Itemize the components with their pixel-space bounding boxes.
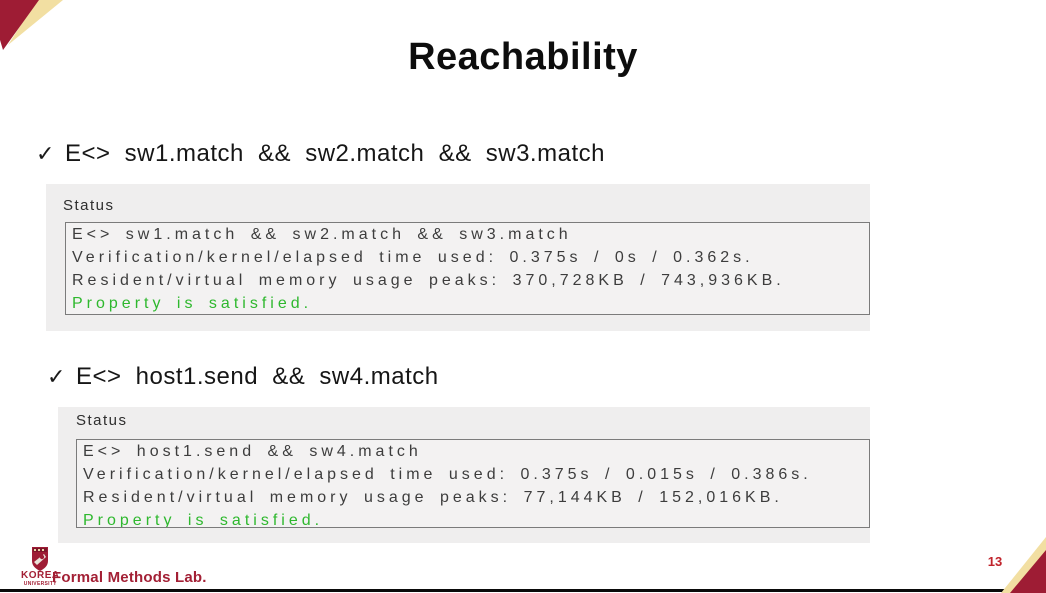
page-number: 13 xyxy=(987,554,1003,569)
status-panel-1: Status E<> sw1.match && sw2.match && sw3… xyxy=(46,184,870,331)
status-header: Status xyxy=(76,412,128,429)
status-output-box: E<> host1.send && sw4.match Verification… xyxy=(76,439,870,528)
bullet-label: E<> host1.send && sw4.match xyxy=(75,363,439,390)
status-output-box: E<> sw1.match && sw2.match && sw3.match … xyxy=(65,222,870,315)
logo-wordmark: KOREA UNIVERSITY xyxy=(21,571,60,587)
status-line-time: Verification/kernel/elapsed time used: 0… xyxy=(83,466,812,483)
page-title: Reachability xyxy=(408,36,638,78)
bullet-property-2: ✓ E<> host1.send && sw4.match xyxy=(47,363,439,391)
status-line-query: E<> host1.send && sw4.match xyxy=(83,443,422,460)
status-line-query: E<> sw1.match && sw2.match && sw3.match xyxy=(72,226,572,243)
status-panel-2: Status E<> host1.send && sw4.match Verif… xyxy=(58,407,870,543)
status-line-time: Verification/kernel/elapsed time used: 0… xyxy=(72,249,754,266)
status-line-memory: Resident/virtual memory usage peaks: 370… xyxy=(72,272,785,289)
checkmark-icon: ✓ xyxy=(47,364,66,389)
logo-university-text: UNIVERSITY xyxy=(23,581,57,587)
status-line-result: Property is satisfied. xyxy=(72,295,313,312)
corner-ribbon-bottom-right xyxy=(1001,537,1046,593)
status-line-memory: Resident/virtual memory usage peaks: 77,… xyxy=(83,489,783,506)
checkmark-icon: ✓ xyxy=(36,141,55,166)
lab-name-text: Formal Methods Lab. xyxy=(52,569,207,586)
corner-ribbon-top-left xyxy=(0,0,63,50)
status-line-result: Property is satisfied. xyxy=(83,512,324,528)
korea-university-logo-icon xyxy=(32,547,48,571)
bullet-label: E<> sw1.match && sw2.match && sw3.match xyxy=(64,140,605,167)
footer-divider-bar xyxy=(0,589,1046,592)
logo-korea-text: KOREA xyxy=(21,570,60,581)
bullet-property-1: ✓ E<> sw1.match && sw2.match && sw3.match xyxy=(36,140,605,168)
status-header: Status xyxy=(63,197,115,214)
